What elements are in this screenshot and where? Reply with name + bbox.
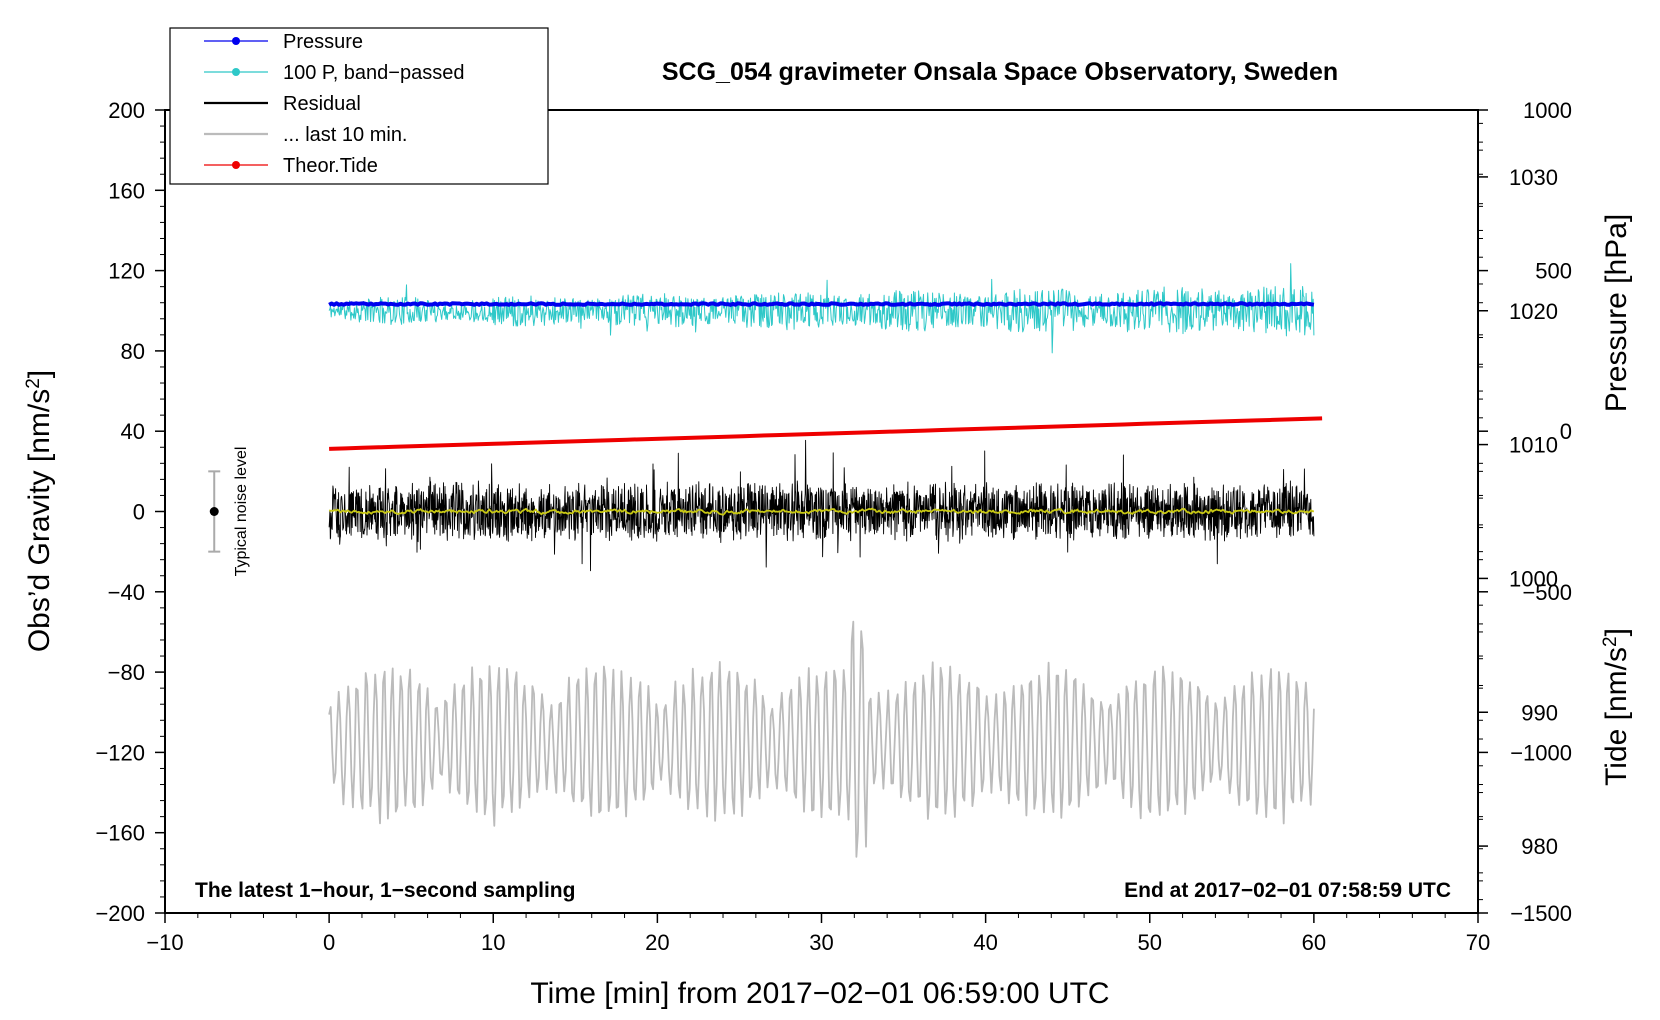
- noise-center-dot: [209, 507, 219, 516]
- legend-label: 100 P, band−passed: [283, 62, 464, 84]
- x-tick-label: 70: [1466, 930, 1490, 955]
- pressure-tick-label: 990: [1521, 700, 1558, 725]
- tick-labels-layer: −10 0 10 20 30 40 50 60 7020016012080400−40−80−1…: [95, 98, 1572, 955]
- y-axis-title-end: ]: [23, 370, 56, 378]
- x-tick-label: 30: [809, 930, 833, 955]
- last-10-min-line: [328, 620, 1315, 858]
- y-tick-label: 40: [121, 419, 145, 444]
- y-axis-title: Obs’d Gravity [nm/s2]: [23, 370, 57, 652]
- legend-box: [169, 27, 549, 185]
- tide-tick-label: 0: [1560, 419, 1572, 444]
- residual-smoothed-line: [328, 507, 1315, 516]
- legend-label: ... last 10 min.: [283, 124, 408, 146]
- x-tick-label: 10: [481, 930, 505, 955]
- band-passed-pressure-line: [328, 263, 1315, 354]
- x-tick-label: 20: [645, 930, 669, 955]
- pressure-tick-label: 1010: [1509, 433, 1558, 458]
- y-tick-label: −80: [108, 660, 145, 685]
- plot-frame: [164, 109, 1479, 914]
- pressure-tick-label: 1000: [1509, 566, 1558, 591]
- pressure-tick-label: 1030: [1509, 165, 1558, 190]
- sampling-note: The latest 1−hour, 1−second sampling: [195, 879, 575, 902]
- pressure-line: [328, 301, 1315, 307]
- tide-tick-label: 500: [1535, 259, 1572, 284]
- x-tick-label: 0: [323, 930, 335, 955]
- theoretical-tide-line: [329, 416, 1323, 451]
- tide-tick-label: −500: [1522, 580, 1572, 605]
- y-tick-label: 200: [108, 98, 145, 123]
- y-tick-label: 0: [133, 500, 145, 525]
- y-tick-label: −120: [95, 740, 145, 765]
- y-tick-label: 80: [121, 339, 145, 364]
- x-tick-label: 60: [1302, 930, 1326, 955]
- legend-label: Theor.Tide: [283, 155, 378, 177]
- tide-tick-label: −1000: [1510, 740, 1572, 765]
- tide-axis-title: Tide [nm/s2]: [1600, 628, 1634, 786]
- legend-marker: [232, 68, 240, 76]
- tide-tick-label: 1000: [1523, 98, 1572, 123]
- y-tick-label: −200: [95, 901, 145, 926]
- x-axis-title: Time [min] from 2017−02−01 06:59:00 UTC: [530, 977, 1109, 1010]
- y-axis-title-main: Obs’d Gravity [nm/s: [23, 389, 56, 652]
- y-tick-label: −160: [95, 821, 145, 846]
- pressure-tick-label: 1020: [1509, 299, 1558, 324]
- x-tick-label: 40: [973, 930, 997, 955]
- noise-level-indicator: Typical noise level: [208, 447, 250, 577]
- noise-level-label: Typical noise level: [233, 447, 250, 577]
- x-tick-label: −10: [146, 930, 183, 955]
- y-tick-label: 160: [108, 178, 145, 203]
- tide-axis-title-sup: 2: [1600, 636, 1621, 647]
- legend-marker: [232, 161, 240, 169]
- legend-label: Residual: [283, 93, 361, 115]
- chart-title: SCG_054 gravimeter Onsala Space Observat…: [662, 58, 1338, 86]
- tide-tick-label: −1500: [1510, 901, 1572, 926]
- pressure-axis-title: Pressure [hPa]: [1600, 214, 1633, 412]
- residual-line: [328, 439, 1315, 572]
- series-layer: [328, 263, 1323, 858]
- x-tick-label: 50: [1138, 930, 1162, 955]
- tide-axis-title-end: ]: [1600, 628, 1633, 636]
- tide-axis-title-main: Tide [nm/s: [1600, 647, 1633, 786]
- y-tick-label: 120: [108, 259, 145, 284]
- legend-label: Pressure: [283, 31, 363, 53]
- y-tick-label: −40: [108, 580, 145, 605]
- legend: Pressure 100 P, band−passed Residual ... la…: [169, 27, 549, 185]
- end-time-note: End at 2017−02−01 07:58:59 UTC: [1124, 879, 1451, 902]
- y-axis-title-sup: 2: [23, 378, 44, 389]
- pressure-tick-label: 980: [1521, 834, 1558, 859]
- legend-marker: [232, 37, 240, 45]
